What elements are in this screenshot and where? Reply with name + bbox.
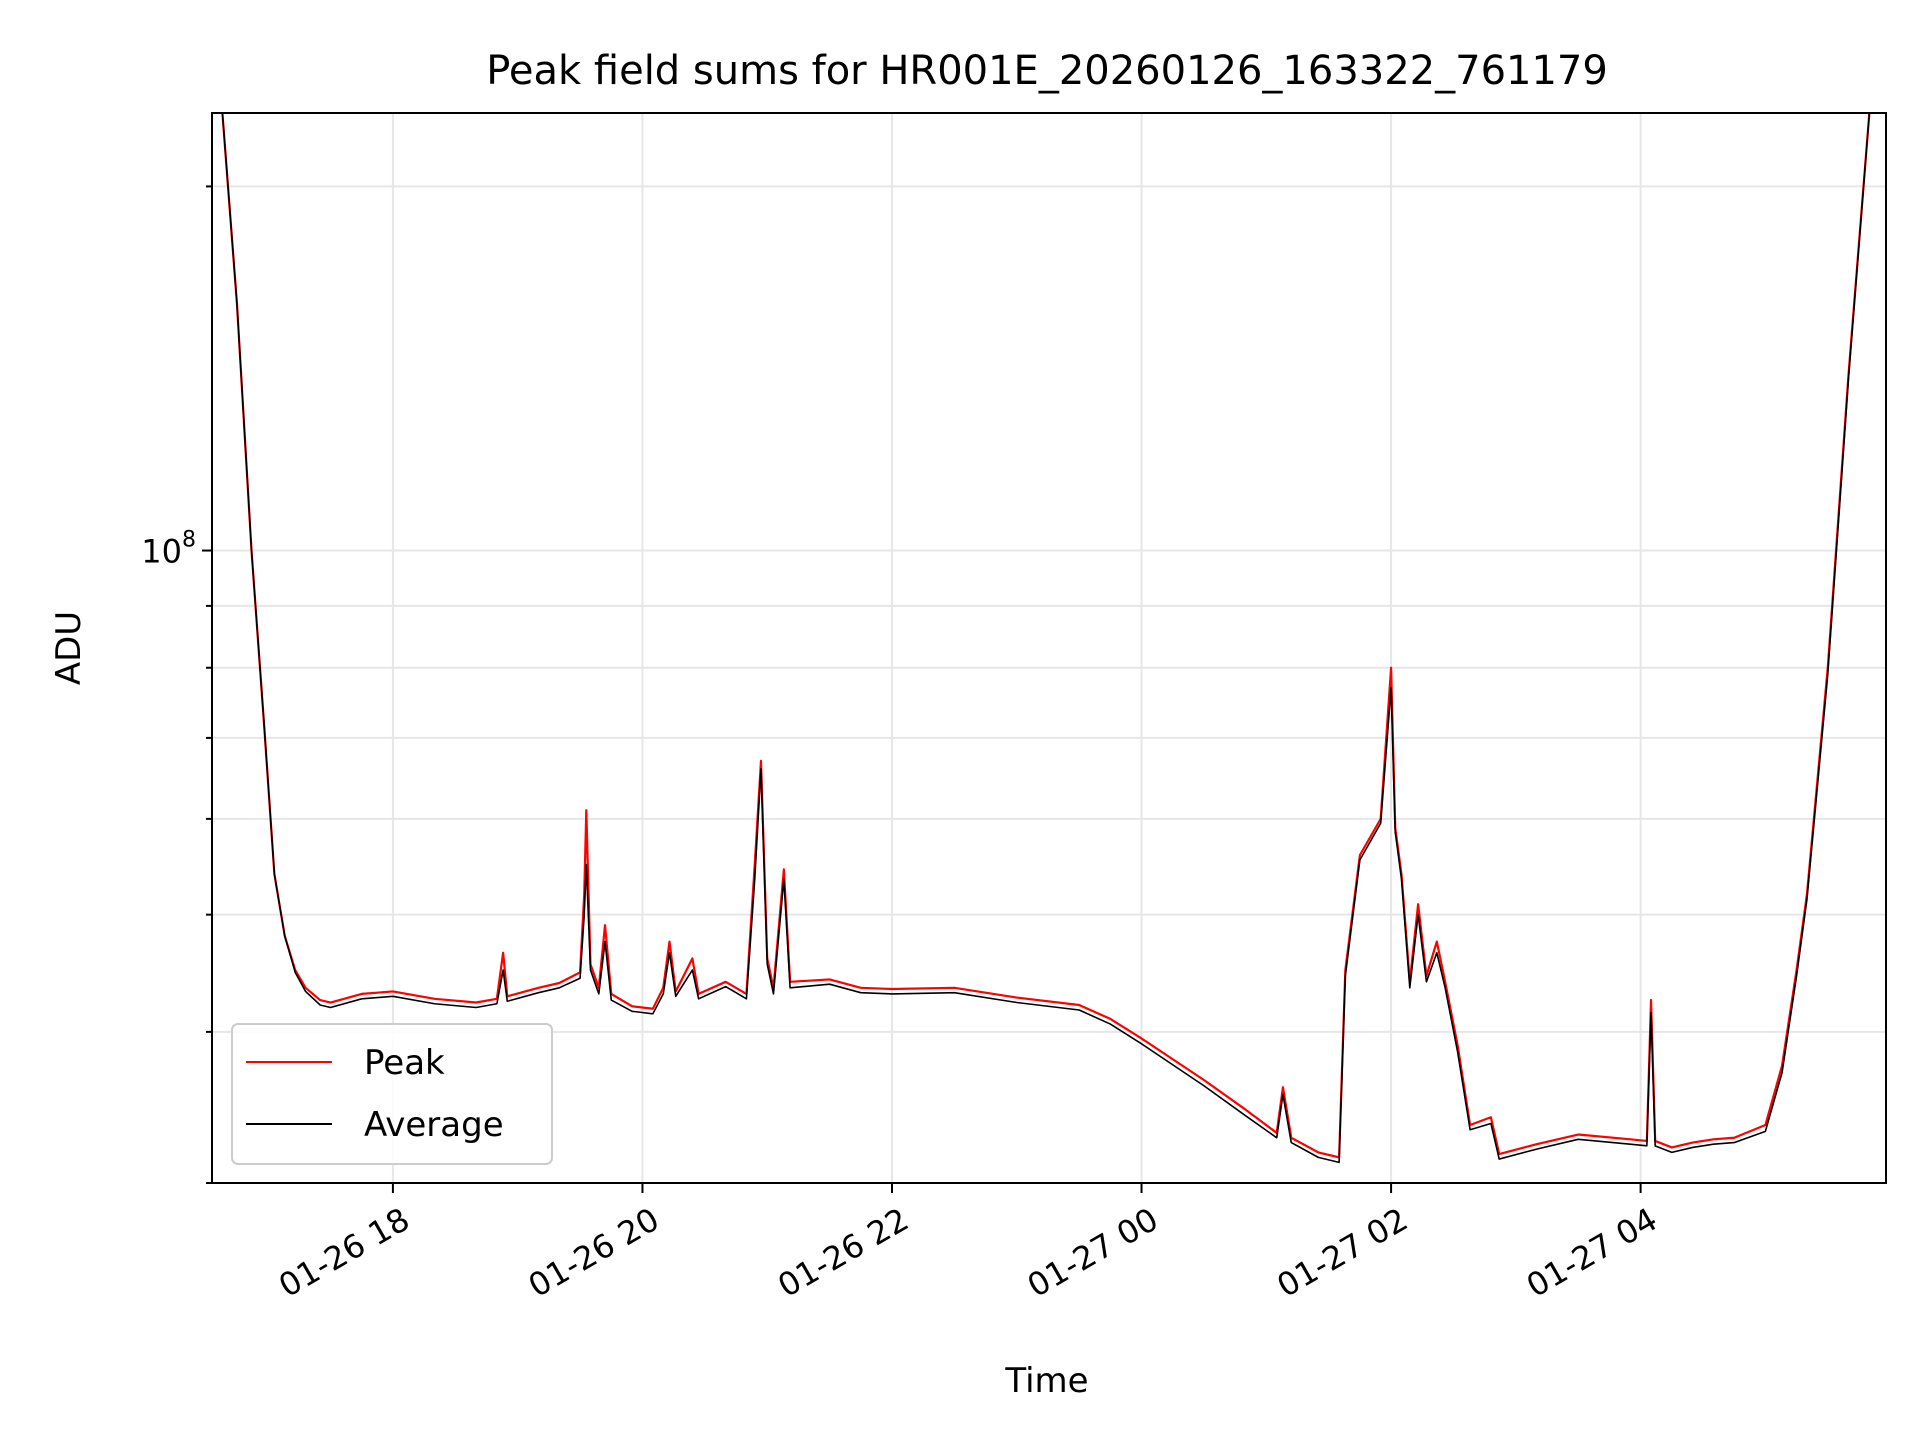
chart-title: Peak field sums for HR001E_20260126_1633… [486,48,1608,94]
y-axis: 108 [141,185,212,1184]
legend-label-peak: Peak [364,1043,445,1083]
y-axis-label: ADU [49,611,89,685]
legend: Peak Average [231,1023,553,1165]
y-tick-label-exponent: 8 [182,528,196,553]
grid [212,113,1886,1184]
series-line-peak [221,113,1871,1159]
legend-label-average: Average [364,1105,504,1145]
legend-box [231,1023,553,1165]
x-axis-label: Time [1004,1361,1088,1401]
y-tick-label-base: 10 [141,533,182,571]
y-tick-label: 108 [141,528,196,571]
plot-area-frame [211,112,1887,1184]
series-line-average [221,113,1871,1164]
series-layer [221,113,1871,1164]
